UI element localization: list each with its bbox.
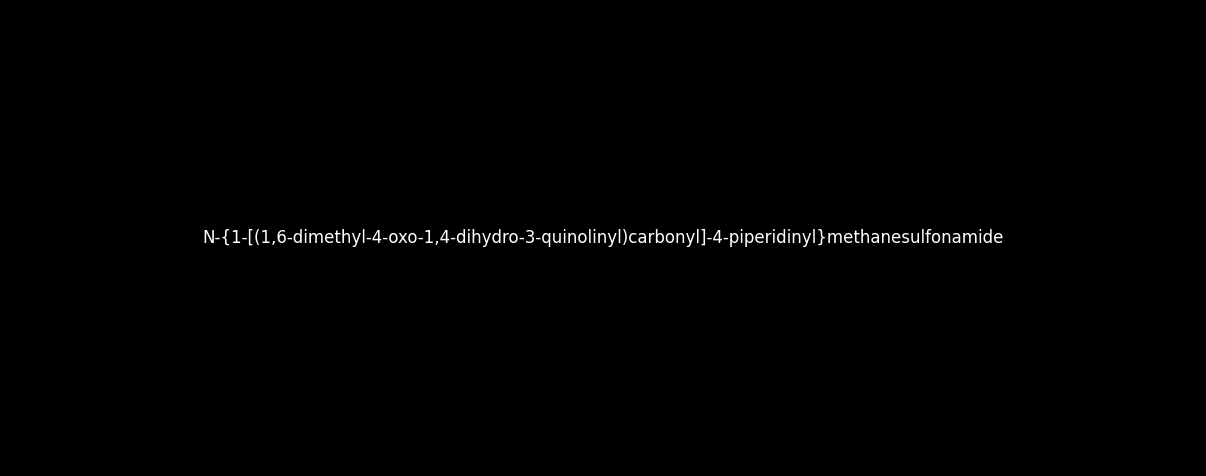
Text: N-{1-[(1,6-dimethyl-4-oxo-1,4-dihydro-3-quinolinyl)carbonyl]-4-piperidinyl}metha: N-{1-[(1,6-dimethyl-4-oxo-1,4-dihydro-3-…	[203, 229, 1003, 247]
